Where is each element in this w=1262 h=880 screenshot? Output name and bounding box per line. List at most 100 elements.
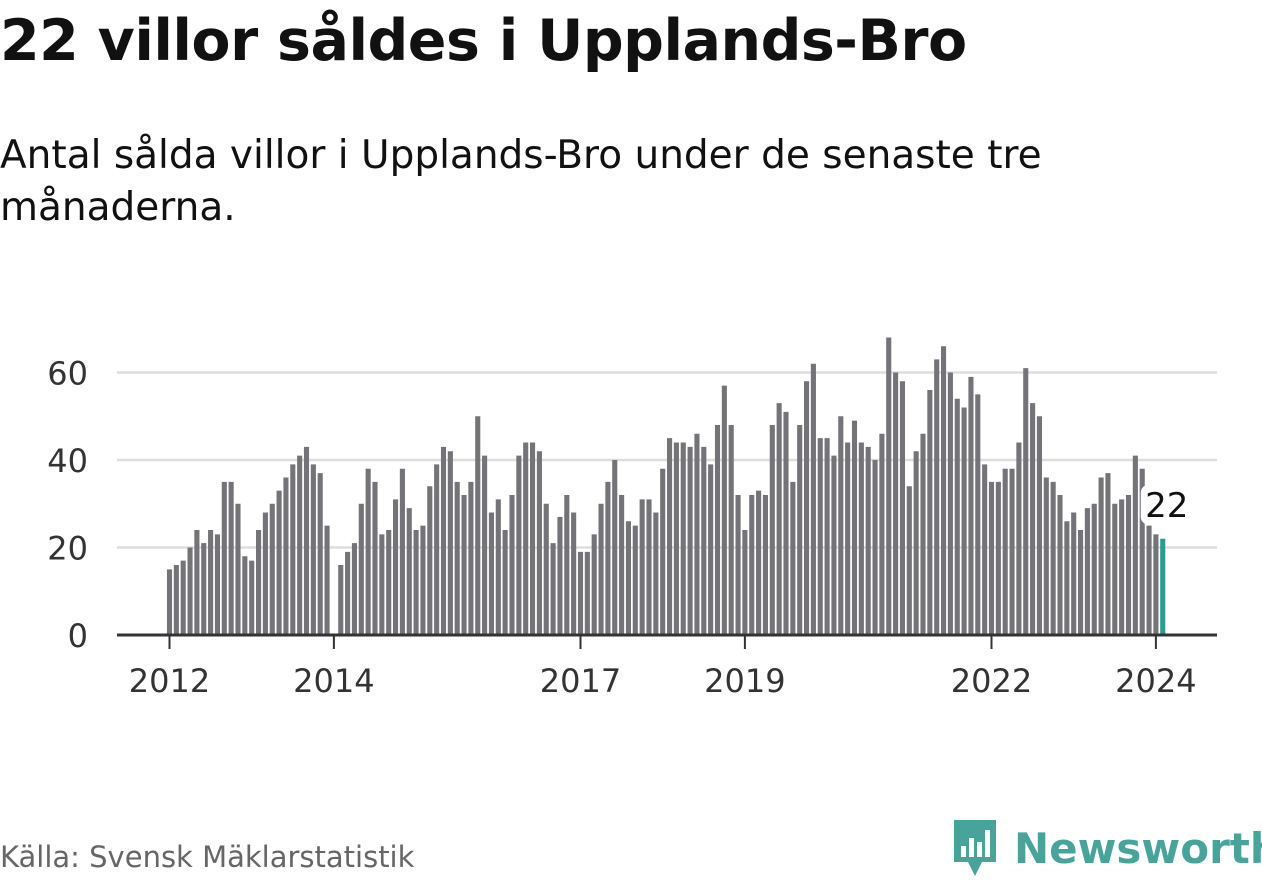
bar [988,481,995,636]
bar [262,512,268,635]
y-tick-label: 60 [47,355,88,393]
bar [564,495,570,635]
bar-chart-location-icon [954,820,996,876]
bar [577,551,584,636]
bar [804,381,810,635]
bar [920,433,926,635]
bar [1084,508,1090,636]
bar [276,490,282,636]
bar [399,468,405,635]
bar [906,486,912,635]
bar [1016,442,1022,635]
bar [536,451,542,635]
bar [345,551,351,636]
bar [968,376,974,636]
bar [872,460,878,635]
bar [1009,468,1015,635]
bar [687,446,693,636]
bar [941,346,947,635]
bar [550,543,556,636]
bar [201,543,207,636]
bar [228,481,234,636]
bar [790,481,796,636]
bar [756,490,762,636]
bar [434,464,440,636]
bar [502,530,508,635]
y-tick-label: 20 [47,530,88,568]
bar-latest [1160,538,1166,635]
bar [256,530,262,635]
bar [598,503,604,635]
last-value-label: 22 [1145,486,1188,526]
x-tick-label: 2017 [540,662,621,700]
bar [297,455,303,636]
bar [646,499,652,636]
bar [714,425,721,635]
bar [584,551,590,636]
bar [831,455,837,636]
annotation-box [1140,484,1193,525]
bar [557,516,563,636]
bar [488,512,494,635]
bar [1098,477,1104,635]
bar [242,556,248,635]
bar [619,495,625,635]
bar [509,495,515,635]
bar [776,403,782,636]
bar [1030,403,1036,636]
bar [886,337,892,635]
bar [680,442,686,635]
bar [379,534,385,636]
bar [386,530,392,635]
bar [797,425,803,635]
bar [701,446,707,636]
bar [427,486,433,635]
bar [180,560,186,636]
bar [694,433,700,635]
bar [393,499,399,636]
bar [858,442,864,635]
bar [783,411,789,636]
bar [351,543,357,636]
bar [194,530,200,635]
bar [1139,468,1145,635]
y-tick-label: 40 [47,442,88,480]
bar [475,416,481,635]
bar [358,503,364,635]
bar [208,530,214,635]
bar [365,468,371,635]
bar [1043,477,1049,635]
bar [927,390,933,635]
bar [728,425,734,635]
bar [653,512,659,635]
page-title: 22 villor såldes i Upplands-Bro [0,8,967,74]
bar [721,385,727,636]
bar [1002,468,1008,635]
bar [214,534,220,636]
bar [440,446,447,636]
bar [899,381,905,635]
bar [310,464,316,636]
bar [221,481,227,636]
x-tick-label: 2022 [951,662,1032,700]
bar [817,438,823,636]
bars [166,337,1166,636]
bar [632,525,638,636]
bar [461,495,467,635]
bar [495,499,501,636]
bar [1105,473,1111,636]
brand-logo: Newsworthy [950,818,1262,880]
bar [612,460,618,635]
axes: 0 20 40 60 2012 2014 2017 2019 2022 2024 [47,355,1217,700]
bar [406,508,412,636]
bar [982,464,988,636]
source-note: Källa: Svensk Mäklarstatistik [0,840,415,874]
bar [413,530,419,635]
bar [1125,495,1132,635]
bar [893,372,899,635]
bar [947,372,953,635]
bar [735,495,741,635]
bar [523,442,529,635]
bar [1023,368,1029,636]
bar [1057,495,1063,635]
